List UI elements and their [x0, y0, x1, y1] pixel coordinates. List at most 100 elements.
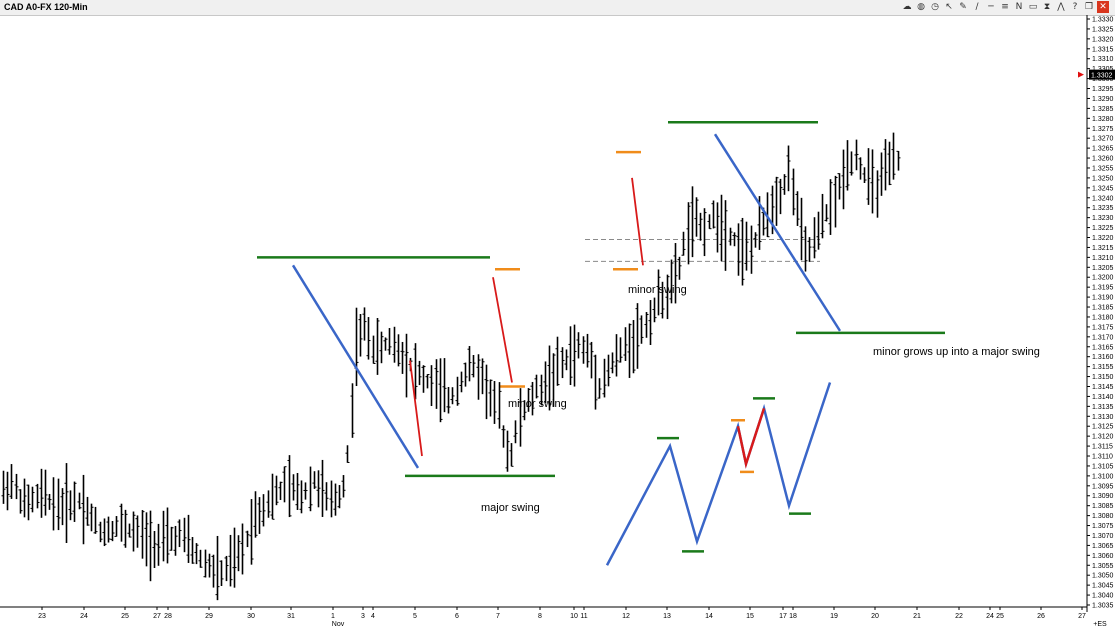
price-tick-label: 1.3075: [1092, 523, 1114, 530]
time-tick-label: 22: [955, 613, 963, 620]
price-tick-label: 1.3180: [1092, 314, 1114, 321]
time-tick-label: 12: [622, 613, 630, 620]
price-tick-label: 1.3255: [1092, 165, 1114, 172]
price-tick-label: 1.3175: [1092, 324, 1114, 331]
time-tick-label: 8: [538, 613, 542, 620]
price-tick-label: 1.3105: [1092, 463, 1114, 470]
month-label: Nov: [332, 621, 345, 628]
chart-toolbar: ☁ ◍ ◷ ↖ ✎ ∕ ─ ≡ N ▭ ⧗ ⋀? ❐ ✕: [901, 1, 1109, 14]
price-tick-label: 1.3265: [1092, 146, 1114, 153]
price-tick-label: 1.3055: [1092, 563, 1114, 570]
trendline: [631, 177, 644, 266]
fib-icon[interactable]: ≡: [1001, 2, 1009, 12]
price-tick-label: 1.3080: [1092, 513, 1114, 520]
swing-diagram-inset: [605, 382, 832, 566]
price-tick-label: 1.3130: [1092, 414, 1114, 421]
price-tick-label: 1.3185: [1092, 305, 1114, 312]
close-icon[interactable]: ✕: [1097, 1, 1109, 13]
price-tick-label: 1.3095: [1092, 483, 1114, 490]
time-tick-label: 28: [164, 613, 172, 620]
annotation-label: minor swing: [628, 284, 687, 296]
time-tick-label: 21: [913, 613, 921, 620]
annotations-layer: major swing minor swing minor swing minor g…: [481, 284, 1040, 514]
price-tick-label: 1.3035: [1092, 603, 1114, 610]
text-n-icon[interactable]: N: [1015, 2, 1023, 12]
time-tick-label: 7: [496, 613, 500, 620]
price-tick-label: 1.3045: [1092, 583, 1114, 590]
price-tick-label: 1.3210: [1092, 255, 1114, 262]
time-tick-label: 25: [121, 613, 129, 620]
price-tick-label: 1.3140: [1092, 394, 1114, 401]
price-tick-label: 1.3250: [1092, 175, 1114, 182]
last-price-box: [1089, 69, 1115, 80]
last-price-label: 1.3302: [1091, 73, 1113, 80]
time-tick-label: 14: [705, 613, 713, 620]
chart-title: CAD A0-FX 120-Min: [4, 2, 88, 12]
price-tick-label: 1.3315: [1092, 46, 1114, 53]
price-tick-label: 1.3090: [1092, 493, 1114, 500]
time-tick-label: 31: [287, 613, 295, 620]
price-tick-label: 1.3160: [1092, 354, 1114, 361]
price-bars-layer: [1, 132, 901, 601]
price-tick-label: 1.3050: [1092, 573, 1114, 580]
price-tick-label: 1.3285: [1092, 106, 1114, 113]
price-tick-label: 1.3205: [1092, 265, 1114, 272]
price-tick-label: 1.3150: [1092, 374, 1114, 381]
price-tick-label: 1.3195: [1092, 285, 1114, 292]
hourglass-icon[interactable]: ⧗: [1043, 2, 1051, 12]
price-tick-label: 1.3145: [1092, 384, 1114, 391]
time-tick-label: 27: [153, 613, 161, 620]
price-tick-label: 1.3215: [1092, 245, 1114, 252]
pencil-icon[interactable]: ✎: [959, 2, 967, 12]
trendline: [492, 277, 513, 383]
price-tick-label: 1.3230: [1092, 215, 1114, 222]
globe-icon[interactable]: ◍: [917, 2, 925, 12]
chart-title-bar: CAD A0-FX 120-Min ☁ ◍ ◷ ↖ ✎ ∕ ─ ≡ N ▭ ⧗ ⋀? ❐ ✕: [0, 0, 1115, 16]
help-icon[interactable]: ?: [1072, 2, 1078, 12]
chart-icon[interactable]: ⋀: [1057, 2, 1065, 12]
price-tick-label: 1.3040: [1092, 593, 1114, 600]
price-tick-label: 1.3100: [1092, 473, 1114, 480]
time-tick-label: 24: [80, 613, 88, 620]
cursor-icon[interactable]: ↖: [945, 2, 953, 12]
time-tick-label: 25: [996, 613, 1004, 620]
diagram-minor-swing-path: [736, 407, 766, 469]
time-tick-label: 23: [38, 613, 46, 620]
price-tick-label: 1.3270: [1092, 136, 1114, 143]
price-tick-label: 1.3165: [1092, 344, 1114, 351]
price-tick-label: 1.3310: [1092, 56, 1114, 63]
price-chart[interactable]: major swing minor swing minor swing minor g…: [0, 15, 1115, 628]
time-tick-label: 19: [830, 613, 838, 620]
price-tick-label: 1.3115: [1092, 444, 1113, 451]
time-tick-label: 20: [871, 613, 879, 620]
time-tick-label: 30: [247, 613, 255, 620]
rectangle-icon[interactable]: ▭: [1028, 2, 1038, 12]
price-tick-label: 1.3330: [1092, 17, 1114, 24]
price-tick-label: 1.3125: [1092, 424, 1114, 431]
cloud-icon[interactable]: ☁: [902, 2, 912, 12]
restore-icon[interactable]: ❐: [1084, 2, 1094, 12]
annotation-label: major swing: [481, 502, 540, 514]
annotation-label: minor swing: [508, 398, 567, 410]
price-tick-label: 1.3235: [1092, 205, 1114, 212]
time-tick-label: 27: [1078, 613, 1086, 620]
trendline: [291, 264, 420, 469]
price-tick-label: 1.3240: [1092, 195, 1114, 202]
price-tick-label: 1.3225: [1092, 225, 1114, 232]
corner-label: +ES: [1093, 621, 1107, 628]
price-tick-label: 1.3065: [1092, 543, 1114, 550]
time-tick-label: 10: [570, 613, 578, 620]
swing-levels-layer: [257, 121, 945, 478]
time-tick-label: 15: [746, 613, 754, 620]
time-tick-label: 24: [986, 613, 994, 620]
brush-icon[interactable]: ∕: [975, 2, 979, 12]
price-tick-label: 1.3190: [1092, 295, 1114, 302]
time-tick-label: 13: [663, 613, 671, 620]
clock-icon[interactable]: ◷: [931, 2, 939, 12]
line-icon[interactable]: ─: [988, 2, 994, 12]
price-tick-label: 1.3260: [1092, 156, 1114, 163]
time-tick-label: 4: [371, 613, 375, 620]
price-tick-label: 1.3290: [1092, 96, 1114, 103]
price-tick-label: 1.3110: [1092, 454, 1113, 461]
time-tick-label: 17: [779, 613, 787, 620]
